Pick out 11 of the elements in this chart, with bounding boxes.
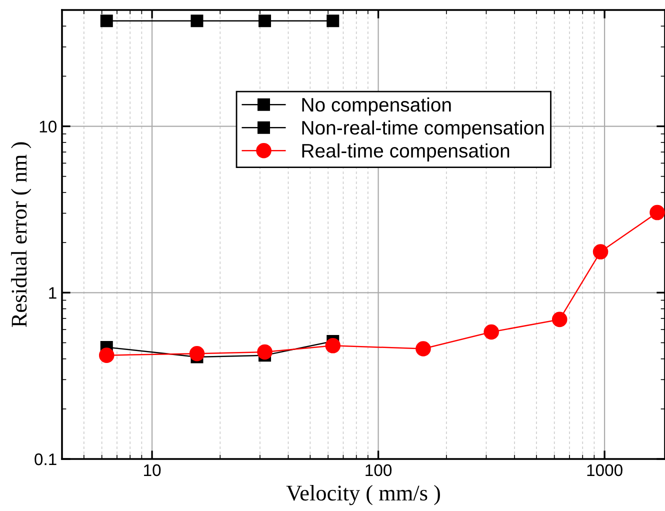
legend-label: Non-real-time compensation — [302, 120, 544, 139]
x-tick-label: 100 — [366, 464, 392, 476]
legend-label: No compensation — [302, 97, 451, 116]
y-axis-title: Residual error ( nm ) — [11, 142, 32, 328]
legend-label: Real-time compensation — [302, 143, 510, 162]
y-tick-label: 10 — [40, 120, 56, 132]
y-tick-label: 0.1 — [34, 453, 56, 466]
x-tick-label: 1000 — [587, 464, 622, 476]
y-tick-label: 1 — [49, 287, 56, 299]
x-tick-label: 10 — [144, 464, 161, 476]
x-axis-title: Velocity ( mm/s ) — [286, 484, 440, 506]
